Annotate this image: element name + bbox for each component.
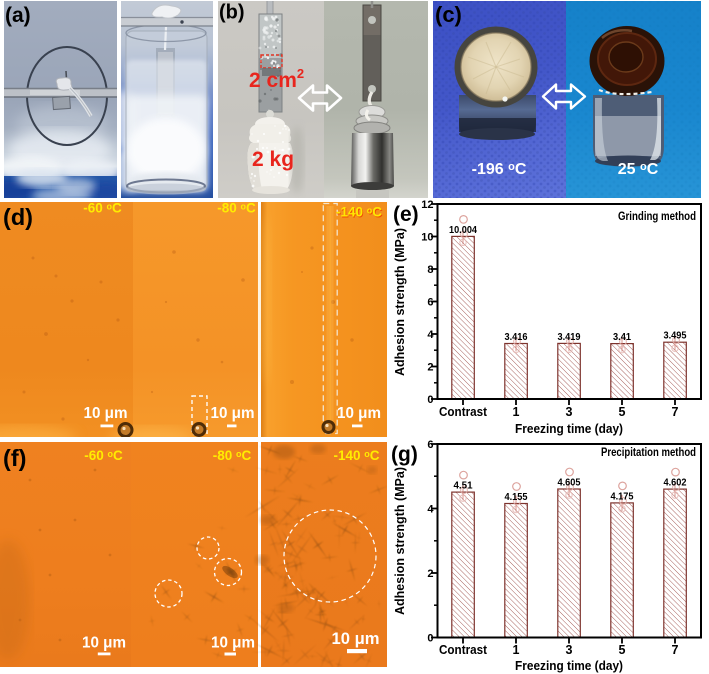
svg-text:Adhesion strength (MPa): Adhesion strength (MPa) xyxy=(393,228,407,376)
svg-text:4: 4 xyxy=(427,504,434,516)
svg-text:3.495: 3.495 xyxy=(664,331,688,342)
svg-text:4.155: 4.155 xyxy=(505,492,529,503)
svg-text:3: 3 xyxy=(566,405,573,419)
svg-text:Adhesion strength (MPa): Adhesion strength (MPa) xyxy=(393,467,407,615)
svg-text:1: 1 xyxy=(513,643,520,657)
svg-text:10.004: 10.004 xyxy=(449,225,478,236)
svg-text:2: 2 xyxy=(427,568,433,580)
svg-text:1: 1 xyxy=(513,405,520,419)
svg-text:4.605: 4.605 xyxy=(558,478,582,489)
svg-text:Precipitation method: Precipitation method xyxy=(601,447,696,459)
svg-text:10: 10 xyxy=(421,232,433,244)
svg-text:6: 6 xyxy=(427,297,433,309)
svg-text:Contrast: Contrast xyxy=(439,405,488,419)
svg-text:Grinding method: Grinding method xyxy=(618,211,696,223)
svg-text:Freezing time (day): Freezing time (day) xyxy=(515,659,623,673)
svg-text:5: 5 xyxy=(619,405,626,419)
svg-text:(e): (e) xyxy=(393,203,419,226)
svg-text:12: 12 xyxy=(421,199,433,211)
svg-text:4: 4 xyxy=(427,329,434,341)
svg-text:4.51: 4.51 xyxy=(454,481,474,492)
svg-text:6: 6 xyxy=(427,439,433,451)
svg-text:(g): (g) xyxy=(391,443,418,466)
svg-text:4.175: 4.175 xyxy=(611,491,635,502)
svg-text:5: 5 xyxy=(619,643,626,657)
svg-text:3.416: 3.416 xyxy=(505,332,529,343)
svg-text:7: 7 xyxy=(672,643,679,657)
svg-text:Freezing time (day): Freezing time (day) xyxy=(515,422,623,436)
svg-text:0: 0 xyxy=(427,633,433,645)
svg-text:7: 7 xyxy=(672,405,679,419)
svg-text:8: 8 xyxy=(427,264,433,276)
svg-text:3.41: 3.41 xyxy=(613,332,632,343)
svg-text:2: 2 xyxy=(427,362,433,374)
svg-text:3.419: 3.419 xyxy=(558,332,582,343)
svg-text:0: 0 xyxy=(427,394,433,406)
svg-text:3: 3 xyxy=(566,643,573,657)
svg-text:Contrast: Contrast xyxy=(439,643,488,657)
svg-text:4.602: 4.602 xyxy=(664,478,688,489)
